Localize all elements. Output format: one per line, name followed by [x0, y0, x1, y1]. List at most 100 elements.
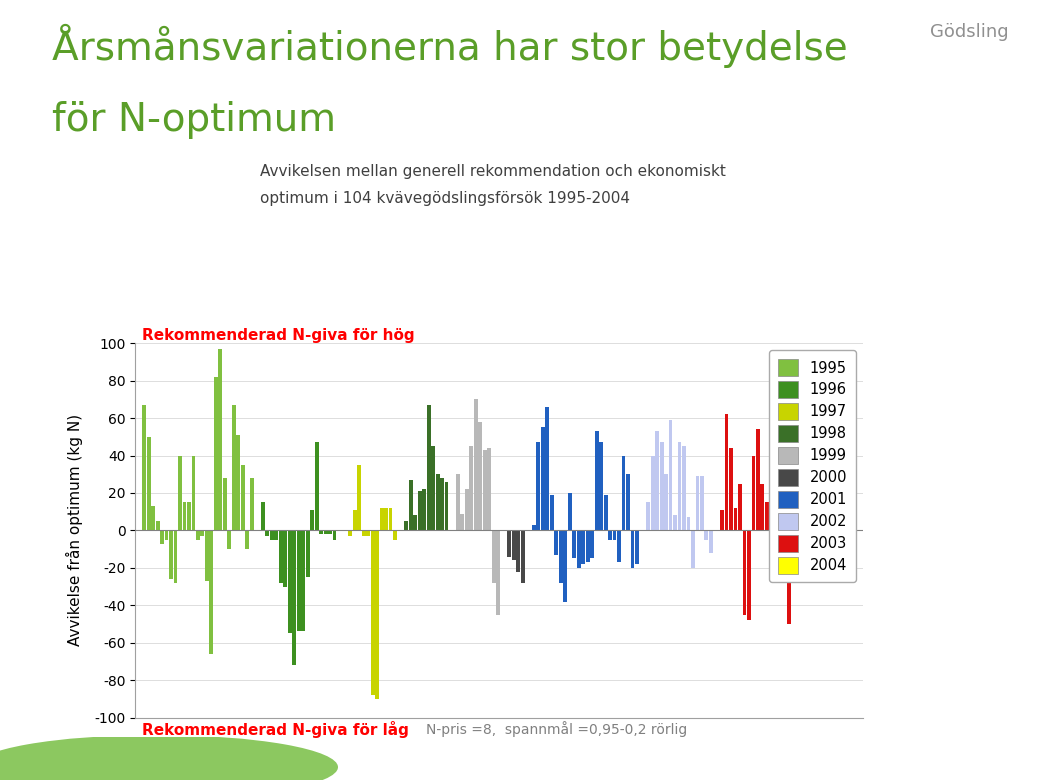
Bar: [791, 414, 796, 530]
Bar: [608, 530, 612, 540]
Bar: [393, 530, 397, 540]
Bar: [156, 521, 159, 530]
Bar: [323, 530, 328, 534]
Bar: [729, 448, 733, 530]
Bar: [426, 405, 431, 530]
Bar: [196, 530, 200, 540]
Bar: [432, 446, 435, 530]
Bar: [512, 530, 516, 560]
Bar: [747, 530, 751, 620]
Bar: [700, 476, 704, 530]
Bar: [622, 456, 625, 530]
Bar: [550, 495, 553, 530]
Bar: [797, 457, 800, 530]
Bar: [568, 493, 572, 530]
Bar: [483, 450, 487, 530]
Bar: [787, 530, 791, 624]
Text: Avvikelsen mellan generell rekommendation och ekonomiskt: Avvikelsen mellan generell rekommendatio…: [260, 164, 726, 179]
Text: Årsmånsvariationerna har stor betydelse: Årsmånsvariationerna har stor betydelse: [52, 23, 848, 68]
Bar: [236, 435, 240, 530]
Bar: [770, 512, 774, 530]
Bar: [651, 456, 654, 530]
Text: Rekommenderad N-giva för låg: Rekommenderad N-giva för låg: [142, 722, 410, 739]
Bar: [704, 530, 708, 540]
Bar: [187, 502, 191, 530]
Bar: [232, 405, 236, 530]
Bar: [288, 530, 291, 633]
Bar: [691, 530, 695, 568]
Bar: [760, 484, 764, 530]
Bar: [353, 510, 357, 530]
Bar: [577, 530, 580, 568]
Bar: [151, 506, 155, 530]
Bar: [241, 465, 244, 530]
Bar: [218, 349, 223, 530]
Bar: [532, 525, 536, 530]
Bar: [279, 530, 283, 583]
Bar: [366, 530, 370, 536]
Bar: [191, 456, 196, 530]
Bar: [440, 478, 444, 530]
Text: N-pris =8,  spannmål =0,95-0,2 rörlig: N-pris =8, spannmål =0,95-0,2 rörlig: [426, 722, 687, 737]
Bar: [461, 513, 464, 530]
Bar: [375, 530, 379, 699]
Bar: [469, 446, 473, 530]
Bar: [478, 422, 483, 530]
Bar: [333, 530, 337, 540]
Bar: [436, 474, 440, 530]
Text: för N-optimum: för N-optimum: [52, 101, 336, 140]
Bar: [545, 407, 549, 530]
Bar: [682, 446, 686, 530]
Bar: [591, 530, 594, 558]
Bar: [843, 530, 848, 534]
Bar: [801, 484, 805, 530]
Bar: [250, 478, 254, 530]
Bar: [456, 474, 460, 530]
Bar: [228, 530, 231, 549]
Bar: [586, 530, 590, 562]
Bar: [516, 530, 520, 572]
Bar: [496, 530, 500, 615]
Bar: [358, 465, 361, 530]
Bar: [853, 516, 856, 530]
Bar: [599, 442, 603, 530]
Bar: [348, 530, 353, 536]
Bar: [646, 502, 650, 530]
Bar: [709, 530, 712, 553]
Bar: [508, 530, 512, 557]
Text: optimum i 104 kvävegödslingsförsök 1995-2004: optimum i 104 kvävegödslingsförsök 1995-…: [260, 191, 630, 206]
Bar: [487, 448, 491, 530]
Bar: [756, 429, 760, 530]
Y-axis label: Avvikelse från optimum (kg N): Avvikelse från optimum (kg N): [67, 414, 83, 647]
Bar: [310, 510, 314, 530]
Bar: [380, 508, 384, 530]
Bar: [572, 530, 576, 558]
Bar: [848, 385, 852, 530]
Bar: [733, 508, 737, 530]
Bar: [673, 516, 677, 530]
Bar: [405, 521, 408, 530]
Bar: [521, 530, 524, 583]
Bar: [261, 502, 265, 530]
Bar: [659, 442, 664, 530]
Bar: [630, 530, 634, 568]
Bar: [209, 530, 213, 654]
Bar: [558, 530, 563, 583]
Bar: [370, 530, 374, 695]
Bar: [617, 530, 621, 562]
Bar: [783, 530, 786, 583]
Bar: [635, 530, 639, 564]
Bar: [265, 530, 269, 536]
Legend: 1995, 1996, 1997, 1998, 1999, 2000, 2001, 2002, 2003, 2004: 1995, 1996, 1997, 1998, 1999, 2000, 2001…: [769, 350, 856, 583]
Bar: [389, 508, 392, 530]
Bar: [296, 530, 301, 632]
Bar: [201, 530, 204, 536]
Bar: [160, 530, 164, 544]
Bar: [603, 495, 607, 530]
Bar: [626, 474, 630, 530]
Bar: [413, 516, 417, 530]
Bar: [669, 420, 673, 530]
Bar: [564, 530, 567, 601]
Bar: [839, 530, 842, 536]
Bar: [595, 431, 599, 530]
